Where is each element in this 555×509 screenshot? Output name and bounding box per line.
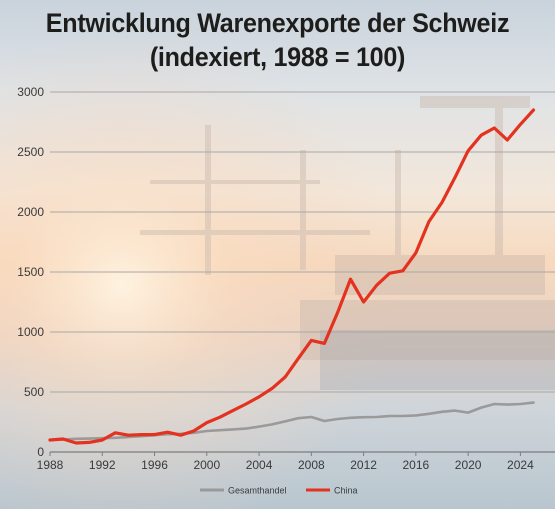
y-tick-label: 3000: [17, 85, 44, 99]
x-axis-ticks: 1988 1992 1996 2000 2004 2008 2012 2016 2020 2024: [37, 452, 534, 472]
legend-label-china: China: [334, 486, 358, 496]
grid: [50, 91, 555, 453]
x-tick-label: 1988: [37, 458, 64, 472]
x-tick-label: 2024: [507, 458, 534, 472]
title-line-1: Entwicklung Warenexporte der Schweiz: [45, 8, 510, 38]
x-tick-label: 2020: [455, 458, 482, 472]
series-lines: [48, 108, 536, 445]
legend: Gesamthandel China: [200, 486, 358, 496]
x-tick-label: 2000: [193, 458, 220, 472]
y-tick-label: 1000: [17, 325, 44, 339]
y-tick-label: 0: [37, 445, 44, 459]
series-line-china: [48, 108, 536, 445]
y-axis-ticks: 0 500 1000 1500 2000 2500 3000: [17, 85, 44, 459]
chart-title: Entwicklung Warenexporte der Schweiz (in…: [19, 6, 535, 74]
legend-label-gesamthandel: Gesamthandel: [228, 486, 287, 496]
title-line-2: (indexiert, 1988 = 100): [149, 42, 406, 72]
x-tick-label: 2012: [350, 458, 377, 472]
y-tick-label: 1500: [17, 265, 44, 279]
y-tick-label: 500: [24, 385, 44, 399]
series-line-gesamthandel: [48, 401, 535, 442]
x-tick-label: 2004: [246, 458, 273, 472]
x-tick-label: 1992: [89, 458, 116, 472]
x-tick-label: 2016: [403, 458, 430, 472]
x-tick-label: 2008: [298, 458, 325, 472]
y-tick-label: 2500: [17, 145, 44, 159]
y-tick-label: 2000: [17, 205, 44, 219]
x-tick-label: 1996: [141, 458, 168, 472]
